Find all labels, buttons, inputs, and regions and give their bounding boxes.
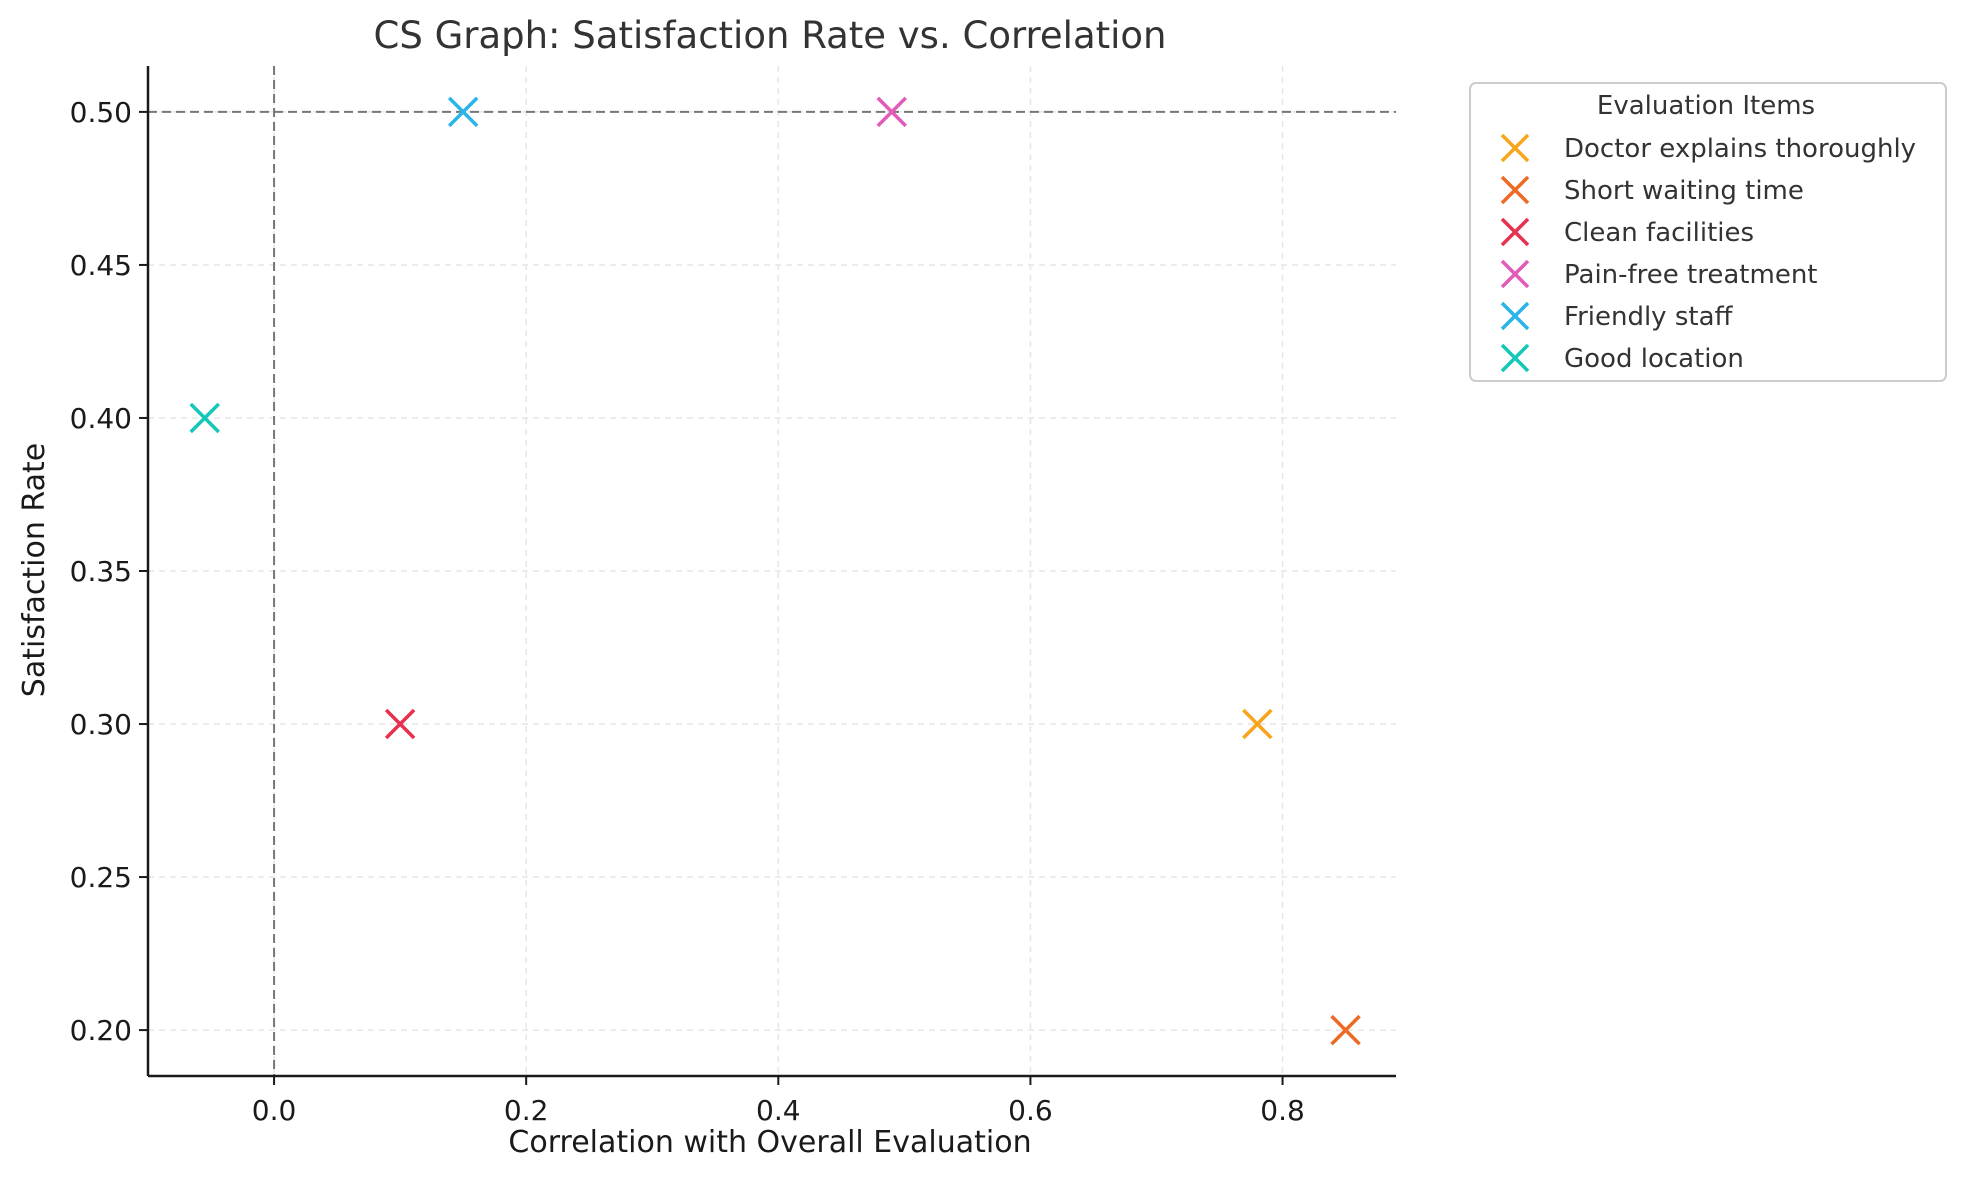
data-point-2 bbox=[384, 708, 416, 740]
data-point-1 bbox=[1330, 1014, 1361, 1046]
x-tick-label-3: 0.6 bbox=[1008, 1094, 1053, 1127]
legend: Evaluation Items Doctor explains thoroug… bbox=[1469, 82, 1947, 382]
legend-label-4: Friendly staff bbox=[1564, 302, 1734, 332]
x-tick-label-4: 0.8 bbox=[1260, 1094, 1305, 1127]
legend-marker-2 bbox=[1500, 217, 1530, 247]
y-tick-label-0: 0.20 bbox=[70, 1014, 132, 1047]
x-axis-title: Correlation with Overall Evaluation bbox=[508, 1125, 1031, 1160]
y-tick-label-2: 0.30 bbox=[70, 708, 132, 741]
x-tick-label-2: 0.4 bbox=[756, 1094, 801, 1127]
data-point-5 bbox=[189, 402, 220, 434]
legend-items: Doctor explains thoroughly Short waiting … bbox=[1500, 133, 1916, 374]
y-tick-label-6: 0.50 bbox=[70, 96, 132, 129]
legend-frame bbox=[1469, 82, 1947, 382]
x-tick-label-1: 0.2 bbox=[504, 1094, 549, 1127]
y-tick-label-3: 0.35 bbox=[70, 555, 132, 588]
y-tick-label-1: 0.25 bbox=[70, 861, 132, 894]
legend-label-3: Pain-free treatment bbox=[1564, 260, 1818, 290]
data-point-4 bbox=[447, 96, 479, 128]
legend-marker-3 bbox=[1500, 259, 1530, 289]
legend-label-2: Clean facilities bbox=[1564, 218, 1754, 248]
legend-marker-1 bbox=[1500, 175, 1530, 205]
legend-label-0: Doctor explains thoroughly bbox=[1564, 134, 1916, 164]
data-points bbox=[189, 96, 1361, 1046]
grid-lines bbox=[148, 66, 1396, 1076]
legend-marker-5 bbox=[1500, 343, 1530, 373]
legend-label-5: Good location bbox=[1564, 344, 1744, 374]
legend-title: Evaluation Items bbox=[1597, 91, 1815, 121]
legend-marker-4 bbox=[1500, 301, 1530, 331]
y-tick-label-5: 0.45 bbox=[70, 249, 132, 282]
reference-lines bbox=[148, 66, 1396, 1076]
y-tick-label-4: 0.40 bbox=[70, 402, 132, 435]
legend-marker-0 bbox=[1500, 133, 1530, 163]
legend-label-1: Short waiting time bbox=[1564, 176, 1804, 206]
data-point-3 bbox=[876, 96, 907, 128]
y-axis-title: Satisfaction Rate bbox=[17, 443, 52, 697]
x-tick-label-0: 0.0 bbox=[252, 1094, 297, 1127]
data-point-0 bbox=[1242, 708, 1273, 740]
chart-title: CS Graph: Satisfaction Rate vs. Correlat… bbox=[373, 14, 1166, 57]
tick-labels: 0.0 0.2 0.4 0.6 0.8 0.20 0.25 0.30 0.35 0.40 0.45 0… bbox=[70, 96, 1305, 1127]
